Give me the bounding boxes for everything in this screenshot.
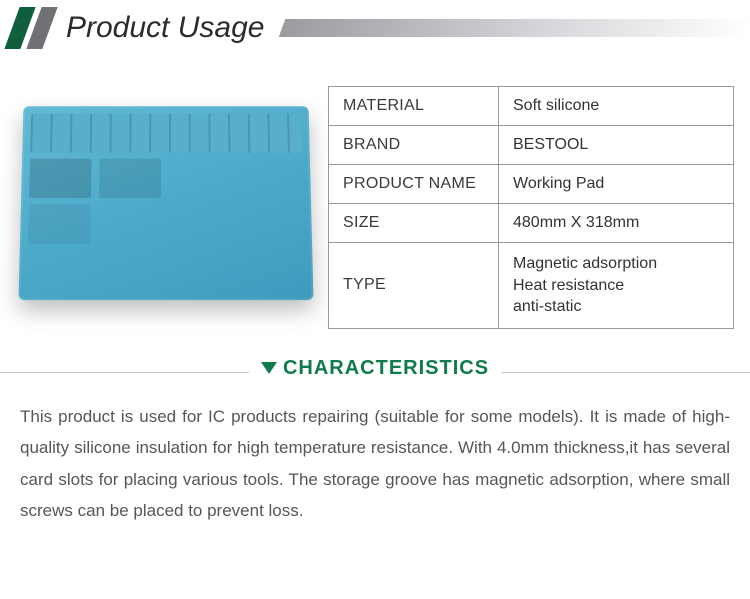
spec-value: Soft silicone: [499, 87, 734, 126]
triangle-down-icon: [261, 362, 277, 374]
spec-value: Magnetic adsorptionHeat resistanceanti-s…: [499, 243, 734, 329]
header-stripes: [12, 0, 50, 56]
table-row: BRAND BESTOOL: [329, 126, 734, 165]
product-image: [16, 86, 316, 316]
characteristics-description: This product is used for IC products rep…: [0, 387, 750, 527]
spec-key: BRAND: [329, 126, 499, 165]
spec-key: MATERIAL: [329, 87, 499, 126]
spec-table: MATERIAL Soft silicone BRAND BESTOOL PRO…: [328, 86, 734, 329]
header-bar: Product Usage: [0, 0, 750, 56]
spec-value: Working Pad: [499, 165, 734, 204]
spec-value: 480mm X 318mm: [499, 204, 734, 243]
spec-value: BESTOOL: [499, 126, 734, 165]
table-row: PRODUCT NAME Working Pad: [329, 165, 734, 204]
working-pad-illustration: [18, 106, 313, 300]
content-row: MATERIAL Soft silicone BRAND BESTOOL PRO…: [0, 56, 750, 339]
characteristics-header: CHARACTERISTICS: [0, 357, 750, 387]
spec-key: TYPE: [329, 243, 499, 329]
table-row: SIZE 480mm X 318mm: [329, 204, 734, 243]
characteristics-title: CHARACTERISTICS: [283, 357, 489, 380]
header-tail-gradient: [279, 19, 750, 37]
spec-key: SIZE: [329, 204, 499, 243]
spec-key: PRODUCT NAME: [329, 165, 499, 204]
table-row: TYPE Magnetic adsorptionHeat resistancea…: [329, 243, 734, 329]
characteristics-title-wrap: CHARACTERISTICS: [249, 357, 501, 380]
page-title: Product Usage: [66, 11, 264, 45]
table-row: MATERIAL Soft silicone: [329, 87, 734, 126]
